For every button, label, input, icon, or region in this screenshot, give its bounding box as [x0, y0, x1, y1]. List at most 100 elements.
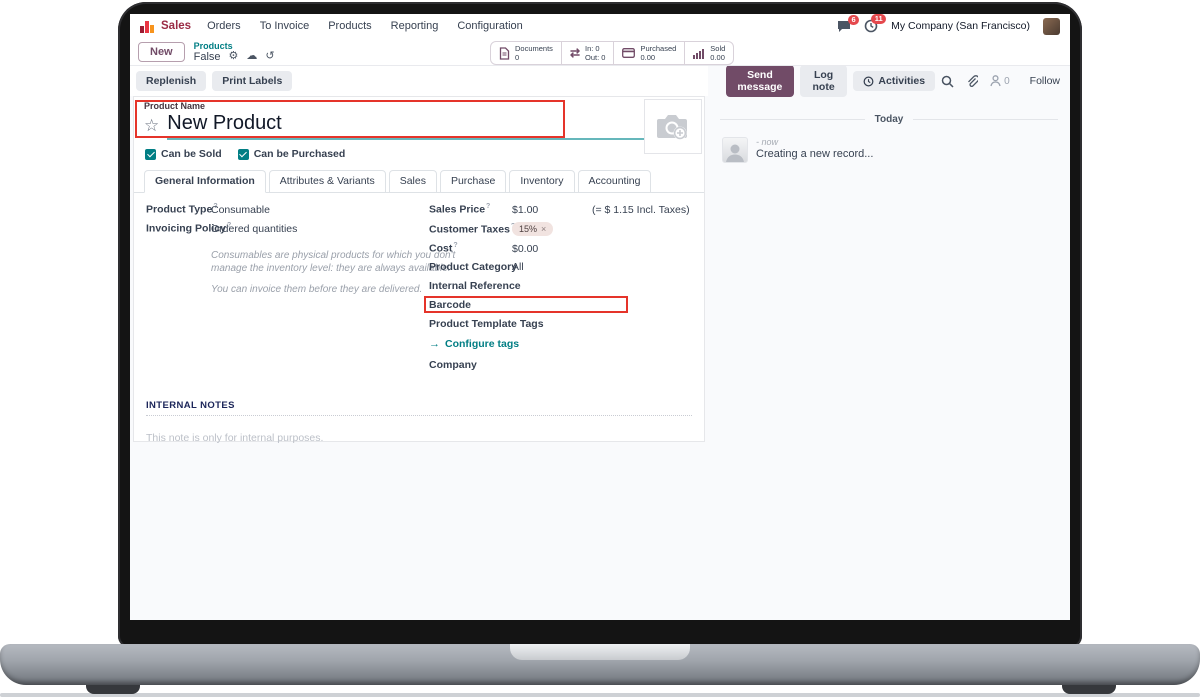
internal-notes-placeholder[interactable]: This note is only for internal purposes.: [146, 432, 324, 444]
activities-button[interactable]: Activities: [853, 71, 936, 91]
product-type-value[interactable]: Consumable: [211, 203, 270, 216]
follow-button[interactable]: Follow: [1029, 75, 1060, 87]
field-internal-reference: Internal Reference: [429, 280, 694, 293]
tab-accounting[interactable]: Accounting: [577, 170, 652, 193]
activities-clock-icon[interactable]: 11: [864, 14, 887, 33]
send-message-button[interactable]: Send message: [726, 65, 794, 97]
help-icon[interactable]: ?: [486, 203, 491, 210]
configure-tags-label: Configure tags: [445, 338, 520, 350]
new-button[interactable]: New: [138, 41, 185, 62]
sales-price-value[interactable]: $1.00: [512, 203, 539, 216]
breadcrumb-products[interactable]: Products: [193, 40, 233, 51]
can-be-purchased-checkbox[interactable]: Can be Purchased: [237, 148, 346, 160]
tab-attributes-variants[interactable]: Attributes & Variants: [268, 170, 386, 193]
camera-plus-icon: [657, 114, 687, 139]
search-icon[interactable]: [941, 75, 954, 88]
can-be-sold-checkbox[interactable]: Can be Sold: [145, 148, 222, 160]
company-switcher[interactable]: My Company (San Francisco): [891, 20, 1030, 32]
can-be-sold-label: Can be Sold: [161, 148, 222, 160]
internal-reference-label: Internal Reference: [429, 280, 521, 292]
gear-icon[interactable]: ⚙: [228, 50, 239, 62]
followers-button[interactable]: 0: [990, 75, 1010, 87]
paperclip-icon[interactable]: [966, 74, 979, 88]
stat-purchased-button[interactable]: Purchased 0.00: [613, 42, 684, 64]
sales-app-icon[interactable]: [140, 20, 154, 33]
date-divider: Today: [720, 114, 1058, 125]
nav-item-products[interactable]: Products: [328, 20, 372, 32]
main-navbar: Sales Orders To Invoice Products Reporti…: [130, 14, 1070, 38]
product-name-input[interactable]: New Product: [167, 112, 660, 140]
configure-tags-link[interactable]: → Configure tags: [429, 338, 694, 350]
help-icon[interactable]: ?: [226, 222, 232, 229]
control-panel: New Products False ⚙ ☁ ↺ Documents 0: [130, 38, 1070, 66]
activities-badge: 11: [871, 14, 887, 24]
nav-app-name[interactable]: Sales: [161, 20, 192, 32]
help-icon[interactable]: ?: [213, 203, 218, 210]
stat-documents-label: Documents: [515, 44, 553, 53]
nav-item-configuration[interactable]: Configuration: [457, 20, 523, 32]
log-note-button[interactable]: Log note: [799, 65, 848, 97]
template-tags-label: Product Template Tags: [429, 318, 544, 330]
stat-sold-button[interactable]: Sold 0.00: [684, 42, 733, 64]
discard-undo-icon[interactable]: ↺: [265, 50, 275, 62]
systray: 6 11 My Company (San Francisco): [837, 14, 1060, 35]
nav-item-orders[interactable]: Orders: [207, 20, 241, 32]
breadcrumb: Products False ⚙ ☁ ↺: [194, 41, 275, 63]
internal-notes-header: INTERNAL NOTES: [146, 400, 692, 416]
general-information-panel: Product Type? Consumable Invoicing Polic…: [134, 193, 704, 378]
checkbox-checked-icon: [237, 148, 249, 160]
tab-general-information[interactable]: General Information: [144, 170, 266, 193]
product-type-label: Product Type: [146, 203, 213, 216]
chatter-message: - now Creating a new record...: [722, 137, 1070, 163]
nav-item-reporting[interactable]: Reporting: [390, 20, 439, 32]
stat-documents-button[interactable]: Documents 0: [491, 42, 561, 64]
form-view: Replenish Print Labels Product Name ☆ Ne…: [130, 66, 708, 620]
product-category-value[interactable]: All: [512, 261, 524, 273]
tab-purchase[interactable]: Purchase: [439, 170, 507, 193]
laptop-foot: [1062, 684, 1116, 694]
stat-purchased-value: 0.00: [640, 53, 656, 62]
sales-price-label: Sales Price: [429, 203, 486, 216]
product-name-label: Product Name: [144, 101, 206, 111]
stat-out-value: Out: 0: [585, 53, 606, 62]
sales-price-incl-taxes: (= $ 1.15 Incl. Taxes): [592, 203, 690, 216]
document-icon: [499, 46, 510, 60]
followers-count: 0: [1004, 75, 1010, 87]
field-product-type: Product Type? Consumable: [146, 203, 429, 216]
field-customer-taxes: Customer Taxes? 15% ×: [429, 222, 694, 236]
can-be-purchased-label: Can be Purchased: [253, 148, 346, 160]
field-barcode: Barcode: [424, 296, 694, 313]
print-labels-button[interactable]: Print Labels: [212, 71, 293, 91]
activities-button-label: Activities: [878, 75, 926, 87]
message-avatar: [722, 137, 748, 163]
field-product-category: Product Category All: [429, 261, 694, 274]
credit-card-icon: [622, 48, 636, 58]
bar-chart-icon: [693, 48, 705, 59]
cost-value[interactable]: $0.00: [512, 242, 539, 255]
invoicing-policy-value[interactable]: Ordered quantities: [211, 222, 298, 235]
product-image-upload[interactable]: [644, 99, 702, 154]
odoo-app-window: Sales Orders To Invoice Products Reporti…: [130, 14, 1070, 620]
clock-icon: [863, 76, 874, 86]
user-avatar[interactable]: [1043, 17, 1060, 35]
breadcrumb-record: False: [193, 50, 221, 63]
nav-item-to-invoice[interactable]: To Invoice: [259, 20, 310, 32]
customer-taxes-label: Customer Taxes: [429, 223, 510, 235]
tax-tag[interactable]: 15% ×: [512, 222, 554, 236]
help-icon[interactable]: ?: [453, 242, 458, 249]
follower-person-icon: [990, 75, 1001, 87]
stat-moves-button[interactable]: ⇄ In: 0 Out: 0: [560, 42, 614, 64]
field-cost: Cost? $0.00: [429, 242, 694, 255]
tax-tag-remove-icon[interactable]: ×: [541, 224, 547, 234]
product-category-label: Product Category: [429, 261, 518, 273]
replenish-button[interactable]: Replenish: [136, 71, 207, 91]
messages-badge: 6: [847, 14, 860, 25]
messages-icon[interactable]: 6: [837, 14, 860, 33]
favorite-star-icon[interactable]: ☆: [144, 116, 160, 135]
tab-inventory[interactable]: Inventory: [509, 170, 575, 193]
save-cloud-icon[interactable]: ☁: [246, 50, 258, 62]
stat-sold-value: 0.00: [710, 53, 725, 62]
tab-sales[interactable]: Sales: [388, 170, 437, 193]
checkbox-checked-icon: [145, 148, 156, 160]
